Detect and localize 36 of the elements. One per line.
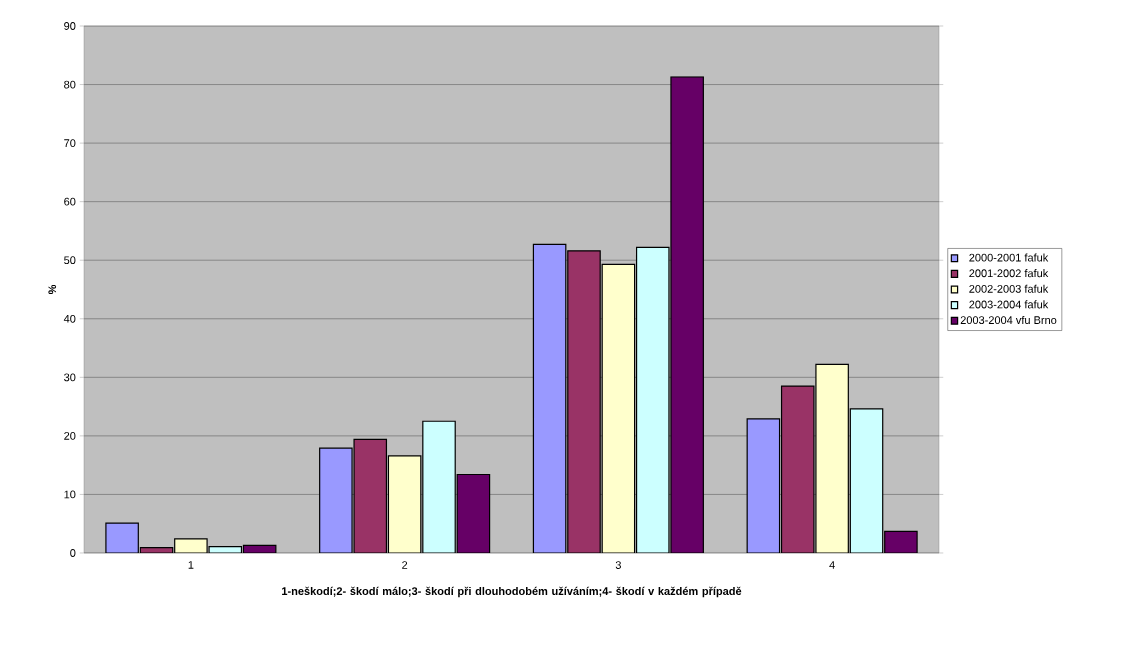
bar <box>422 420 456 553</box>
legend-label: 2003-2004 vfu Brno <box>960 315 1057 324</box>
y-tick-label: 20 <box>64 432 76 440</box>
x-tick-label: 1 <box>188 561 194 569</box>
bar <box>780 385 815 553</box>
bar <box>636 247 669 553</box>
y-tick-label: 90 <box>64 22 76 30</box>
y-tick-label: 0 <box>70 549 76 557</box>
bar <box>602 264 635 553</box>
bar <box>670 76 704 553</box>
y-tick-label: 30 <box>64 373 76 382</box>
y-tick-label: 10 <box>64 490 76 499</box>
x-tick-label: 4 <box>829 561 835 569</box>
legend-label: 2002-2003 fafuk <box>969 284 1049 293</box>
y-tick-label: 60 <box>64 197 76 206</box>
y-tick-label: 50 <box>64 256 76 265</box>
y-tick-label: 40 <box>63 314 76 323</box>
legend-label: 2003-2004 fafuk <box>969 300 1049 309</box>
x-tick-label: 3 <box>615 561 621 569</box>
bar <box>567 250 601 553</box>
y-tick-label: 70 <box>64 139 76 148</box>
legend-label: 2001-2002 fafuk <box>969 269 1049 278</box>
bar <box>849 408 884 553</box>
bar <box>105 522 139 553</box>
bar <box>456 473 491 553</box>
bar <box>353 438 388 553</box>
x-axis-title: 1-neškodí;2- škodí málo;3- škodí při dlouhodobém užíváním;4- škodí v každém případě <box>282 586 742 598</box>
legend-label: 2000-2001 fafuk <box>969 253 1049 262</box>
bar <box>746 418 781 553</box>
y-axis-title: % <box>48 284 57 295</box>
y-tick-label: 80 <box>64 80 76 89</box>
x-tick-label: 2 <box>402 561 408 569</box>
bar <box>387 455 422 553</box>
bar <box>533 244 566 553</box>
bar <box>815 363 849 553</box>
bar <box>319 447 353 553</box>
